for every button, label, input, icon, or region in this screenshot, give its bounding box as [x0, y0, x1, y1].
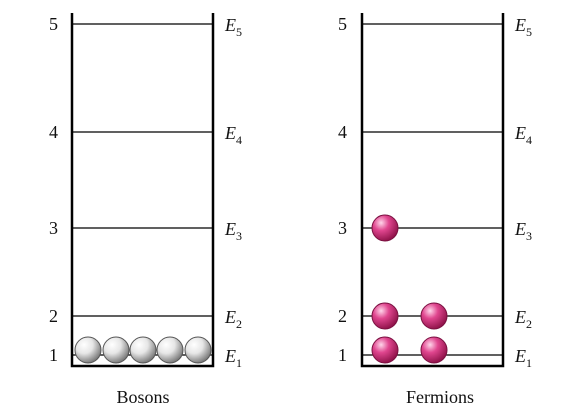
bosons-particle	[129, 336, 157, 364]
fermions-particle	[420, 336, 448, 364]
bosons-level-2-number: 2	[49, 306, 58, 326]
bosons-particle	[184, 336, 212, 364]
bosons-energy-label-2: E2	[224, 307, 242, 331]
bosons-level-1-number: 1	[49, 345, 58, 365]
fermions-level-4-number: 4	[338, 122, 347, 142]
bosons-energy-label-5: E5	[224, 15, 242, 39]
bosons-container	[70, 13, 215, 368]
fermions-level-2-number: 2	[338, 306, 347, 326]
bosons-particle	[156, 336, 184, 364]
bosons-level-5-number: 5	[49, 14, 58, 34]
fermions-energy-label-5: E5	[514, 15, 532, 39]
bosons-level-3-number: 3	[49, 218, 58, 238]
fermions-energy-label-4: E4	[514, 123, 532, 147]
fermions-energy-label-2: E2	[514, 307, 532, 331]
bosons-particle	[74, 336, 102, 364]
fermions-level-5-number: 5	[338, 14, 347, 34]
fermions-caption: Fermions	[406, 387, 474, 407]
fermions-particle	[371, 214, 399, 242]
fermions-particle	[371, 336, 399, 364]
fermions-container	[360, 13, 505, 368]
bosons-particle	[102, 336, 130, 364]
fermions-energy-label-1: E1	[514, 346, 532, 370]
fermions-level-1-number: 1	[338, 345, 347, 365]
fermions-particle	[420, 302, 448, 330]
bosons-energy-label-3: E3	[224, 219, 242, 243]
bosons-level-4-number: 4	[49, 122, 58, 142]
fermions-level-3-number: 3	[338, 218, 347, 238]
bosons-energy-label-4: E4	[224, 123, 242, 147]
bosons-energy-label-1: E1	[224, 346, 242, 370]
bosons-caption: Bosons	[116, 387, 169, 407]
fermions-particle	[371, 302, 399, 330]
fermions-energy-label-3: E3	[514, 219, 532, 243]
